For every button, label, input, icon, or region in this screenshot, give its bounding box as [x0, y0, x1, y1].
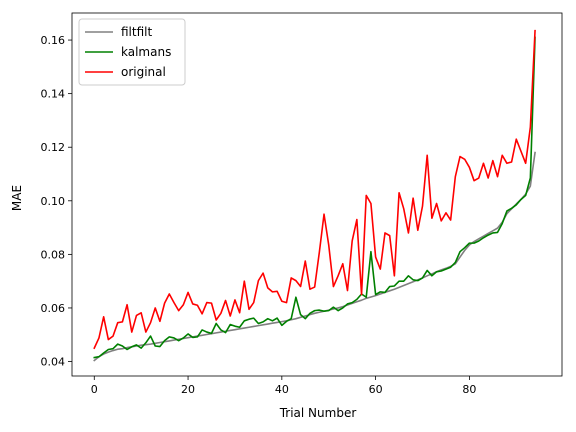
x-tick-label: 60	[369, 383, 383, 396]
y-tick-label: 0.08	[41, 248, 66, 261]
y-axis-label: MAE	[10, 185, 24, 211]
legend-label-original: original	[121, 65, 166, 79]
series-line-filtfilt	[93, 151, 536, 362]
y-tick-label: 0.10	[41, 195, 66, 208]
x-axis-label: Trial Number	[279, 406, 357, 420]
y-tick-label: 0.14	[41, 88, 66, 101]
y-tick-label: 0.12	[41, 141, 66, 154]
series-line-kalmans	[93, 36, 536, 359]
x-axis: 0 20 40 60 80	[91, 376, 476, 396]
x-tick-label: 20	[181, 383, 195, 396]
legend-label-kalmans: kalmans	[121, 45, 171, 59]
series-line-original	[93, 29, 536, 350]
x-tick-label: 0	[91, 383, 98, 396]
y-axis: 0.04 0.06 0.08 0.10 0.12 0.14 0.16	[41, 34, 72, 369]
x-tick-label: 40	[275, 383, 289, 396]
plot-frame	[71, 12, 563, 377]
legend: filtfilt kalmans original	[78, 18, 186, 86]
y-tick-label: 0.06	[41, 302, 66, 315]
x-tick-label: 80	[462, 383, 476, 396]
y-tick-label: 0.16	[41, 34, 66, 47]
y-tick-label: 0.04	[41, 356, 66, 369]
legend-label-filtfilt: filtfilt	[121, 25, 152, 39]
legend-box	[78, 18, 186, 86]
series-layer	[93, 29, 536, 362]
